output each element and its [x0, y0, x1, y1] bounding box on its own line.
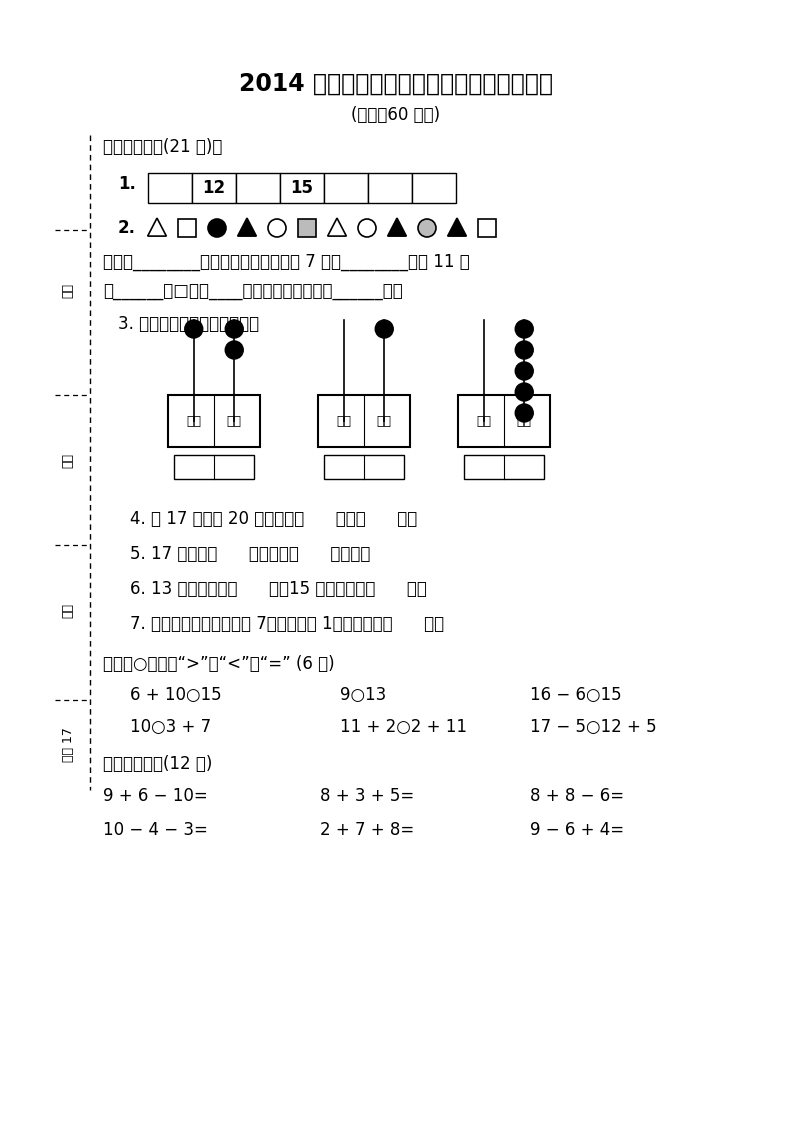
- Bar: [148, 173, 192, 203]
- Text: 10 − 4 − 3=: 10 − 4 − 3=: [103, 821, 208, 839]
- Text: 十位: 十位: [336, 414, 351, 427]
- Text: 三、算一算。(12 分): 三、算一算。(12 分): [103, 755, 213, 773]
- Polygon shape: [447, 218, 466, 236]
- Text: 10○3 + 7: 10○3 + 7: [130, 718, 211, 736]
- Text: 二、在○里填上“>”、“<”或“=” (6 分): 二、在○里填上“>”、“<”或“=” (6 分): [103, 655, 335, 673]
- Text: 个位: 个位: [377, 414, 392, 427]
- Bar: [368, 173, 412, 203]
- Text: 2 + 7 + 8=: 2 + 7 + 8=: [320, 821, 414, 839]
- Text: 个位: 个位: [517, 414, 532, 427]
- Text: 学校 17: 学校 17: [62, 727, 75, 763]
- Circle shape: [515, 362, 533, 380]
- Bar: [168, 395, 260, 447]
- Text: 十位: 十位: [186, 414, 201, 427]
- Bar: [458, 395, 550, 447]
- Text: 是______；□是第____个；圆形比正方形多______个。: 是______；□是第____个；圆形比正方形多______个。: [103, 283, 403, 301]
- Text: 个位: 个位: [227, 414, 242, 427]
- Circle shape: [225, 341, 243, 359]
- Bar: [318, 395, 410, 447]
- Text: 班级: 班级: [62, 603, 75, 617]
- Text: 9 − 6 + 4=: 9 − 6 + 4=: [530, 821, 624, 839]
- Text: 5. 17 里面有（      ）个十，（      ）个一。: 5. 17 里面有（ ）个十，（ ）个一。: [130, 545, 370, 563]
- Text: 17 − 5○12 + 5: 17 − 5○12 + 5: [530, 718, 657, 736]
- Bar: [236, 173, 280, 203]
- Circle shape: [418, 219, 436, 237]
- Circle shape: [375, 320, 393, 338]
- Polygon shape: [328, 218, 347, 236]
- Text: 9 + 6 − 10=: 9 + 6 − 10=: [103, 787, 208, 804]
- Text: 一、填一填。(21 分)。: 一、填一填。(21 分)。: [103, 138, 222, 156]
- Circle shape: [515, 383, 533, 401]
- Bar: [478, 219, 496, 237]
- Polygon shape: [238, 218, 256, 236]
- Text: 9○13: 9○13: [340, 686, 386, 703]
- Circle shape: [515, 320, 533, 338]
- Bar: [298, 219, 316, 237]
- Text: 姓名: 姓名: [62, 283, 75, 297]
- Bar: [324, 173, 368, 203]
- Text: 11 + 2○2 + 11: 11 + 2○2 + 11: [340, 718, 467, 736]
- Bar: [324, 456, 404, 479]
- Text: 3. 看珠子填数，看数画珠子。: 3. 看珠子填数，看数画珠子。: [118, 315, 259, 333]
- Circle shape: [515, 404, 533, 422]
- Bar: [192, 173, 236, 203]
- Text: 8 + 8 − 6=: 8 + 8 − 6=: [530, 787, 624, 804]
- Bar: [464, 456, 545, 479]
- Text: 6 + 10○15: 6 + 10○15: [130, 686, 221, 703]
- Circle shape: [208, 219, 226, 237]
- Text: 十位: 十位: [477, 414, 491, 427]
- Text: 15: 15: [290, 180, 313, 197]
- Bar: [280, 173, 324, 203]
- Text: 学号: 学号: [62, 452, 75, 468]
- Circle shape: [358, 219, 376, 237]
- Circle shape: [268, 219, 286, 237]
- Text: 7. 一个两位数，个位上是 7，十位上是 1，这个数是（      ）。: 7. 一个两位数，个位上是 7，十位上是 1，这个数是（ ）。: [130, 615, 444, 633]
- Text: 一共有________个图形。从左边起，第 7 个是________；第 11 个: 一共有________个图形。从左边起，第 7 个是________；第 11 …: [103, 252, 469, 272]
- Text: 6. 13 前面的数是（      ），15 后面的数是（      ）。: 6. 13 前面的数是（ ），15 后面的数是（ ）。: [130, 580, 427, 598]
- Circle shape: [225, 320, 243, 338]
- Bar: [174, 456, 255, 479]
- Polygon shape: [147, 218, 167, 236]
- Text: 12: 12: [202, 180, 225, 197]
- Bar: [412, 173, 456, 203]
- Text: 2.: 2.: [118, 219, 136, 237]
- Circle shape: [515, 341, 533, 359]
- Text: 16 − 6○15: 16 − 6○15: [530, 686, 622, 703]
- Text: (时间：60 分钟): (时间：60 分钟): [351, 105, 441, 125]
- Text: 2014 人教版小学一年级上册数学期末测试卷: 2014 人教版小学一年级上册数学期末测试卷: [239, 72, 553, 96]
- Text: 1.: 1.: [118, 175, 136, 193]
- Bar: [178, 219, 196, 237]
- Polygon shape: [388, 218, 406, 236]
- Text: 4. 比 17 大、比 20 小的数是（      ）和（      ）。: 4. 比 17 大、比 20 小的数是（ ）和（ ）。: [130, 511, 417, 528]
- Text: 8 + 3 + 5=: 8 + 3 + 5=: [320, 787, 414, 804]
- Circle shape: [185, 320, 203, 338]
